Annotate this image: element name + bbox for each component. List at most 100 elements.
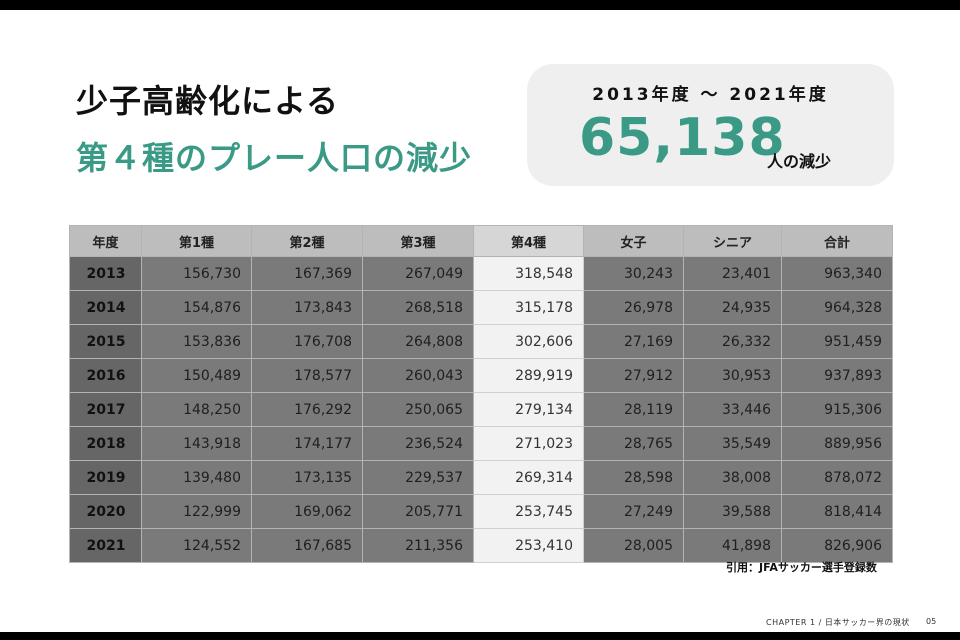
value-cell: 253,745	[473, 494, 584, 529]
table-row: 2021 124,552 167,685 211,356 253,410 28,005 41…	[69, 528, 893, 563]
value-cell: 302,606	[473, 324, 584, 359]
page-number: 05	[926, 617, 937, 626]
year-cell: 2015	[69, 324, 142, 359]
value-cell: 156,730	[141, 256, 252, 291]
value-cell: 124,552	[141, 528, 252, 563]
value-cell: 268,518	[362, 290, 474, 325]
year-cell: 2019	[69, 460, 142, 495]
value-cell: 229,537	[362, 460, 474, 495]
value-cell: 39,588	[683, 494, 782, 529]
value-cell: 41,898	[683, 528, 782, 563]
value-cell: 889,956	[781, 426, 893, 461]
value-cell: 167,685	[251, 528, 363, 563]
value-cell: 818,414	[781, 494, 893, 529]
value-cell: 27,912	[583, 358, 684, 393]
table-row: 2019 139,480 173,135 229,537 269,314 28,598 38…	[69, 460, 893, 495]
year-cell: 2014	[69, 290, 142, 325]
value-cell: 260,043	[362, 358, 474, 393]
title-line-2: 第４種のプレー人口の減少	[76, 139, 473, 177]
highlight-box: 2013年度 〜 2021年度 65,138 人の減少	[527, 64, 894, 186]
value-cell: 315,178	[473, 290, 584, 325]
value-cell: 26,332	[683, 324, 782, 359]
value-cell: 236,524	[362, 426, 474, 461]
table-row: 2018 143,918 174,177 236,524 271,023 28,765 35…	[69, 426, 893, 461]
players-table: 年度 第1種 第2種 第3種 第4種 女子 シニア 合計 2013 156,730 167,369…	[69, 225, 893, 563]
column-header: 女子	[583, 225, 684, 257]
column-header: 第4種	[473, 225, 584, 257]
table-row: 2014 154,876 173,843 268,518 315,178 26,978 24…	[69, 290, 893, 325]
value-cell: 154,876	[141, 290, 252, 325]
value-cell: 178,577	[251, 358, 363, 393]
value-cell: 33,446	[683, 392, 782, 427]
table-row: 2013 156,730 167,369 267,049 318,548 30,243 23…	[69, 256, 893, 291]
title-line-1: 少子高齢化による	[76, 82, 340, 120]
column-header: 第3種	[362, 225, 474, 257]
column-header: 第1種	[141, 225, 252, 257]
table-header-row: 年度 第1種 第2種 第3種 第4種 女子 シニア 合計	[69, 225, 893, 257]
value-cell: 264,808	[362, 324, 474, 359]
value-cell: 915,306	[781, 392, 893, 427]
year-cell: 2018	[69, 426, 142, 461]
value-cell: 28,765	[583, 426, 684, 461]
value-cell: 176,292	[251, 392, 363, 427]
value-cell: 24,935	[683, 290, 782, 325]
year-cell: 2013	[69, 256, 142, 291]
value-cell: 937,893	[781, 358, 893, 393]
value-cell: 23,401	[683, 256, 782, 291]
value-cell: 28,119	[583, 392, 684, 427]
value-cell: 26,978	[583, 290, 684, 325]
value-cell: 174,177	[251, 426, 363, 461]
value-cell: 27,169	[583, 324, 684, 359]
value-cell: 826,906	[781, 528, 893, 563]
value-cell: 30,243	[583, 256, 684, 291]
highlight-value: 65,138	[579, 108, 786, 168]
bottom-border	[0, 632, 960, 640]
value-cell: 167,369	[251, 256, 363, 291]
value-cell: 30,953	[683, 358, 782, 393]
value-cell: 289,919	[473, 358, 584, 393]
value-cell: 964,328	[781, 290, 893, 325]
value-cell: 143,918	[141, 426, 252, 461]
highlight-unit: 人の減少	[767, 152, 832, 171]
value-cell: 148,250	[141, 392, 252, 427]
year-cell: 2020	[69, 494, 142, 529]
value-cell: 250,065	[362, 392, 474, 427]
top-border	[0, 0, 960, 10]
value-cell: 150,489	[141, 358, 252, 393]
value-cell: 211,356	[362, 528, 474, 563]
table-row: 2015 153,836 176,708 264,808 302,606 27,169 26…	[69, 324, 893, 359]
column-header: 第2種	[251, 225, 363, 257]
value-cell: 169,062	[251, 494, 363, 529]
table-row: 2016 150,489 178,577 260,043 289,919 27,912 30…	[69, 358, 893, 393]
table-row: 2017 148,250 176,292 250,065 279,134 28,119 33…	[69, 392, 893, 427]
value-cell: 176,708	[251, 324, 363, 359]
value-cell: 271,023	[473, 426, 584, 461]
value-cell: 122,999	[141, 494, 252, 529]
year-cell: 2016	[69, 358, 142, 393]
year-cell: 2017	[69, 392, 142, 427]
value-cell: 205,771	[362, 494, 474, 529]
value-cell: 963,340	[781, 256, 893, 291]
value-cell: 27,249	[583, 494, 684, 529]
value-cell: 951,459	[781, 324, 893, 359]
table-row: 2020 122,999 169,062 205,771 253,745 27,249 39…	[69, 494, 893, 529]
value-cell: 318,548	[473, 256, 584, 291]
highlight-period: 2013年度 〜 2021年度	[592, 85, 829, 105]
footer-chapter: CHAPTER 1 / 日本サッカー界の現状	[766, 618, 910, 627]
value-cell: 35,549	[683, 426, 782, 461]
value-cell: 878,072	[781, 460, 893, 495]
value-cell: 267,049	[362, 256, 474, 291]
column-header: シニア	[683, 225, 782, 257]
value-cell: 28,005	[583, 528, 684, 563]
value-cell: 173,135	[251, 460, 363, 495]
value-cell: 253,410	[473, 528, 584, 563]
value-cell: 139,480	[141, 460, 252, 495]
value-cell: 153,836	[141, 324, 252, 359]
value-cell: 269,314	[473, 460, 584, 495]
table-body: 2013 156,730 167,369 267,049 318,548 30,243 23…	[69, 256, 893, 563]
value-cell: 173,843	[251, 290, 363, 325]
value-cell: 38,008	[683, 460, 782, 495]
value-cell: 28,598	[583, 460, 684, 495]
value-cell: 279,134	[473, 392, 584, 427]
year-cell: 2021	[69, 528, 142, 563]
